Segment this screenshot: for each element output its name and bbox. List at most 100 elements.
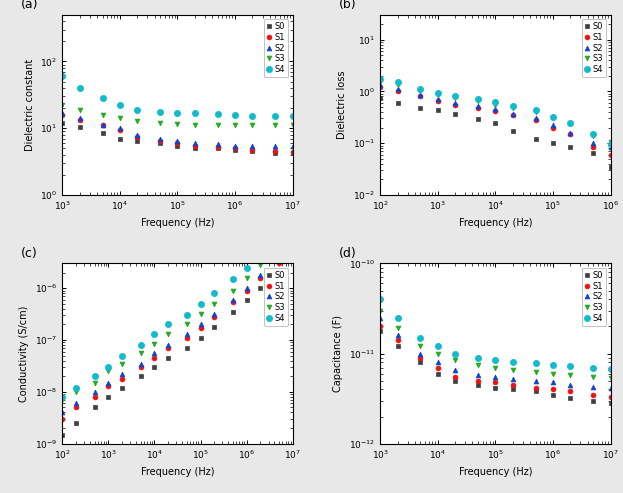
S2 bbox=[474, 103, 482, 109]
S1 bbox=[509, 382, 516, 388]
S3 bbox=[452, 95, 459, 101]
S4 bbox=[474, 96, 482, 102]
S2 bbox=[566, 130, 574, 136]
S0 bbox=[376, 328, 384, 334]
S2 bbox=[164, 342, 172, 348]
S3 bbox=[156, 120, 164, 126]
S1 bbox=[509, 112, 516, 118]
S1 bbox=[105, 383, 112, 389]
S2 bbox=[607, 385, 614, 390]
S3 bbox=[118, 361, 126, 367]
S0 bbox=[434, 107, 442, 113]
S4 bbox=[197, 301, 204, 307]
S4 bbox=[214, 111, 221, 117]
S2 bbox=[59, 110, 66, 116]
S2 bbox=[417, 92, 424, 98]
S2 bbox=[434, 97, 442, 103]
S4 bbox=[156, 109, 164, 115]
S1 bbox=[214, 144, 221, 150]
S2 bbox=[72, 400, 80, 406]
S3 bbox=[183, 321, 191, 327]
Text: (d): (d) bbox=[339, 247, 356, 260]
S3 bbox=[116, 115, 123, 121]
S4 bbox=[417, 335, 424, 341]
S3 bbox=[59, 397, 66, 403]
S4 bbox=[492, 99, 499, 105]
S3 bbox=[417, 88, 424, 94]
S3 bbox=[289, 123, 297, 129]
S0 bbox=[156, 140, 164, 146]
S3 bbox=[231, 123, 239, 129]
S0 bbox=[509, 128, 516, 134]
S2 bbox=[509, 376, 516, 382]
S3 bbox=[376, 79, 384, 85]
S0 bbox=[151, 364, 158, 370]
S3 bbox=[105, 368, 112, 374]
S1 bbox=[99, 123, 107, 129]
S2 bbox=[417, 351, 424, 356]
S2 bbox=[211, 311, 218, 317]
S0 bbox=[76, 124, 83, 130]
S1 bbox=[549, 387, 557, 392]
S0 bbox=[452, 378, 459, 384]
S4 bbox=[91, 373, 98, 379]
S0 bbox=[197, 335, 204, 341]
Line: S2: S2 bbox=[60, 246, 295, 415]
S2 bbox=[492, 106, 499, 112]
S3 bbox=[289, 235, 297, 241]
S3 bbox=[72, 389, 80, 395]
Legend: S0, S1, S2, S3, S4: S0, S1, S2, S3, S4 bbox=[264, 268, 288, 326]
S0 bbox=[91, 405, 98, 411]
Y-axis label: Dielectric constant: Dielectric constant bbox=[25, 59, 35, 151]
S2 bbox=[151, 351, 158, 356]
S0 bbox=[417, 359, 424, 365]
S2 bbox=[509, 111, 516, 117]
S2 bbox=[607, 144, 614, 150]
S3 bbox=[151, 341, 158, 347]
S1 bbox=[137, 364, 145, 370]
S4 bbox=[231, 111, 239, 117]
S4 bbox=[376, 76, 384, 82]
S3 bbox=[59, 103, 66, 108]
S0 bbox=[243, 297, 250, 303]
Line: S0: S0 bbox=[60, 120, 295, 156]
S2 bbox=[434, 359, 442, 365]
S1 bbox=[229, 299, 237, 305]
S4 bbox=[566, 363, 574, 369]
S0 bbox=[289, 257, 297, 263]
S3 bbox=[137, 351, 145, 356]
S3 bbox=[532, 109, 540, 115]
Line: S0: S0 bbox=[378, 328, 613, 406]
S0 bbox=[394, 344, 401, 350]
S2 bbox=[549, 379, 557, 385]
S3 bbox=[394, 325, 401, 331]
Y-axis label: Capacitance (F): Capacitance (F) bbox=[333, 315, 343, 392]
S4 bbox=[566, 120, 574, 126]
S1 bbox=[174, 140, 181, 146]
S2 bbox=[156, 136, 164, 141]
S3 bbox=[509, 367, 516, 373]
S3 bbox=[492, 102, 499, 108]
S0 bbox=[72, 420, 80, 426]
S4 bbox=[509, 103, 516, 109]
S3 bbox=[394, 82, 401, 88]
S1 bbox=[257, 275, 264, 281]
S4 bbox=[191, 110, 199, 116]
S1 bbox=[566, 131, 574, 137]
S1 bbox=[116, 127, 123, 133]
S3 bbox=[211, 301, 218, 307]
S3 bbox=[76, 106, 83, 112]
S3 bbox=[164, 331, 172, 337]
S1 bbox=[59, 416, 66, 422]
S3 bbox=[566, 372, 574, 378]
S4 bbox=[289, 113, 297, 119]
Line: S4: S4 bbox=[377, 296, 614, 372]
S4 bbox=[243, 265, 250, 271]
S0 bbox=[452, 111, 459, 117]
S0 bbox=[214, 145, 221, 151]
S4 bbox=[474, 355, 482, 361]
S0 bbox=[532, 136, 540, 142]
S4 bbox=[607, 141, 614, 147]
S2 bbox=[272, 142, 279, 148]
S4 bbox=[376, 296, 384, 302]
